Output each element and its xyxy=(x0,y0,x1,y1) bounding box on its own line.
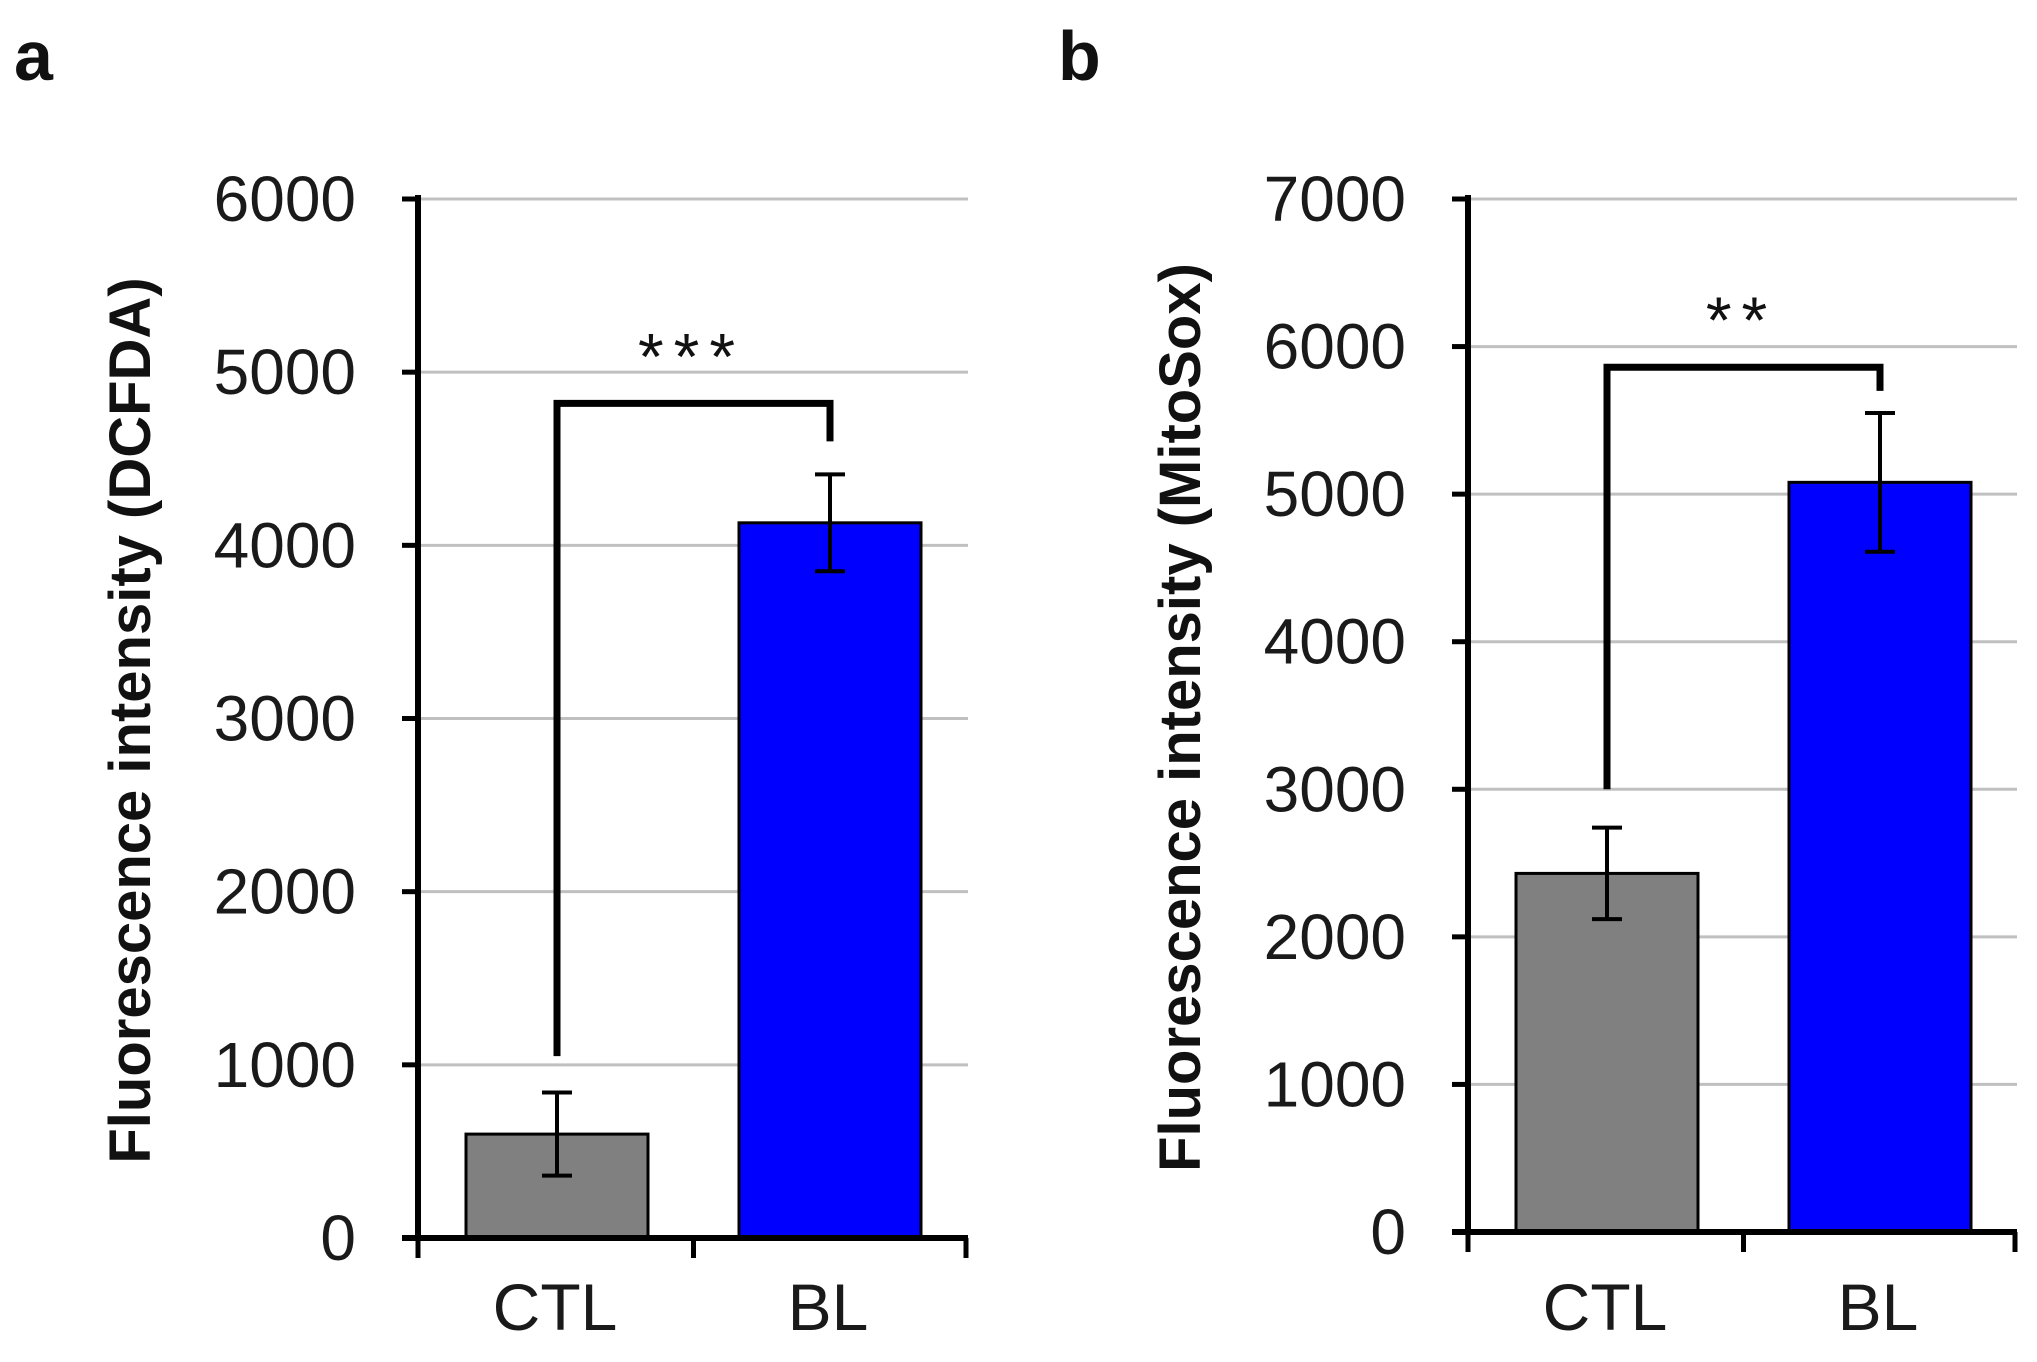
panel-a-error-bars xyxy=(542,472,845,1178)
panel-a-chart: a Fluorescence intensity (DCFDA) 0 1000 20… xyxy=(14,17,969,1344)
y-tick-label: 2000 xyxy=(1264,901,1406,973)
panel-b-bars xyxy=(1514,480,1973,1234)
panel-b-chart: b Fluorescence intensity (MitoSox) 0 1000… xyxy=(1058,17,2018,1344)
panel-a-y-axis-label: Fluorescence intensity (DCFDA) xyxy=(98,277,163,1163)
panel-b-y-axis-label: Fluorescence intensity (MitoSox) xyxy=(1148,263,1213,1172)
significance-bracket xyxy=(553,399,834,1057)
panel-b-x-ticks: CTL BL xyxy=(1543,1270,1919,1344)
panel-b-significance: ** xyxy=(1603,283,1884,790)
panel-a-bars xyxy=(464,521,923,1240)
y-tick-label: 7000 xyxy=(1264,163,1406,235)
x-tick-label-bl: BL xyxy=(788,1270,869,1344)
y-tick-label: 0 xyxy=(1370,1196,1406,1268)
panel-a-label: a xyxy=(14,17,54,95)
significance-bracket xyxy=(1603,363,1884,790)
y-tick-label: 3000 xyxy=(1264,753,1406,825)
x-tick-label-bl: BL xyxy=(1838,1270,1919,1344)
y-tick-label: 6000 xyxy=(1264,311,1406,383)
y-tick-label: 4000 xyxy=(214,509,356,581)
bar-bl xyxy=(1787,480,1973,1234)
y-tick-label: 4000 xyxy=(1264,606,1406,678)
panel-b-label: b xyxy=(1058,17,1101,95)
panel-b-axes xyxy=(1452,195,2018,1252)
panel-b-error-bars xyxy=(1592,410,1895,922)
y-tick-label: 1000 xyxy=(214,1029,356,1101)
y-tick-label: 1000 xyxy=(1264,1048,1406,1120)
x-tick-label-ctl: CTL xyxy=(1543,1270,1668,1344)
y-tick-label: 0 xyxy=(320,1202,356,1274)
bar-bl xyxy=(737,521,923,1240)
panel-a-x-ticks: CTL BL xyxy=(493,1270,869,1344)
bar-ctl xyxy=(1514,871,1700,1234)
y-tick-label: 2000 xyxy=(214,856,356,928)
y-tick-label: 3000 xyxy=(214,683,356,755)
y-tick-label: 6000 xyxy=(214,163,356,235)
y-tick-label: 5000 xyxy=(1264,458,1406,530)
panel-b-significance-label: ** xyxy=(1706,283,1777,357)
y-tick-label: 5000 xyxy=(214,336,356,408)
panel-a-significance-label: *** xyxy=(638,319,745,393)
x-tick-label-ctl: CTL xyxy=(493,1270,618,1344)
panel-b-y-ticks: 0 1000 2000 3000 4000 5000 6000 7000 xyxy=(1264,163,1468,1268)
panel-a-y-ticks: 0 1000 2000 3000 4000 5000 6000 xyxy=(214,163,418,1274)
panel-a-significance: *** xyxy=(553,319,834,1057)
